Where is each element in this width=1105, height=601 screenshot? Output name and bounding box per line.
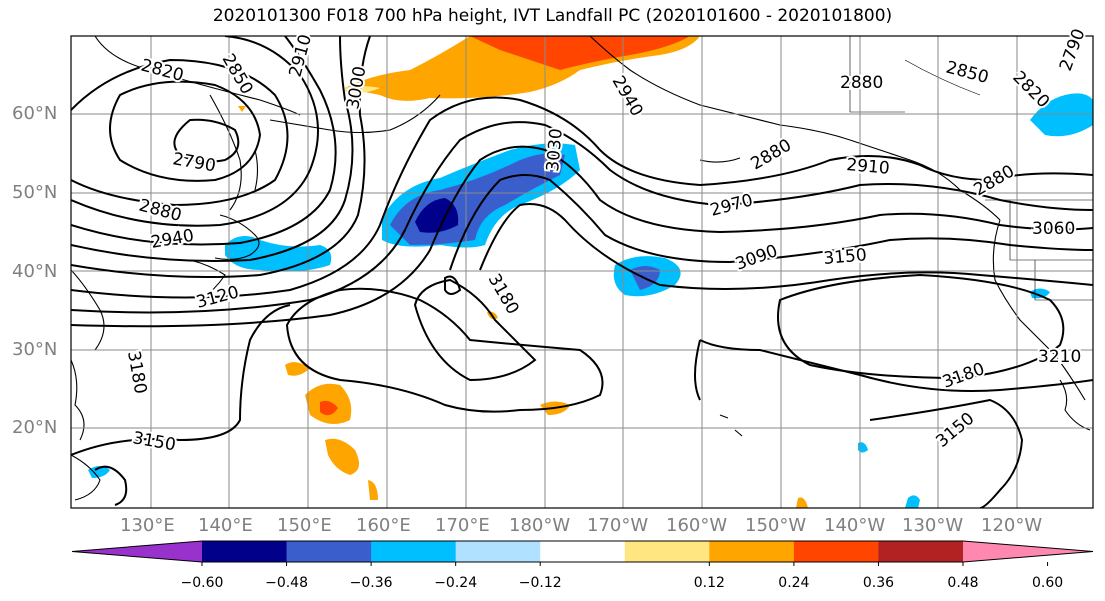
colorbar-segment xyxy=(878,541,964,562)
colorbar-segment xyxy=(540,541,626,562)
coastlines xyxy=(71,36,1091,501)
lon-label: 160°E xyxy=(356,515,411,536)
map-frame xyxy=(70,35,1094,509)
lon-label: 130°E xyxy=(120,515,175,536)
colorbar-extend-min xyxy=(72,541,202,562)
colorbar: −0.60 −0.48 −0.36 −0.24 −0.12 0.12 0.24 0.36 0.4… xyxy=(71,540,1094,591)
colorbar-tick-label: −0.12 xyxy=(519,575,562,591)
lat-label: 50°N xyxy=(12,182,58,203)
colorbar-segment xyxy=(286,541,372,562)
colorbar-tick-label: 0.24 xyxy=(778,575,809,591)
lat-label: 20°N xyxy=(12,417,58,438)
colorbar-segment xyxy=(202,541,288,562)
height-contours xyxy=(71,36,1093,508)
lat-label: 40°N xyxy=(12,261,58,282)
lon-label: 170°W xyxy=(587,515,649,536)
contour-label: 2880 xyxy=(840,73,883,93)
colorbar-tick-label: −0.48 xyxy=(265,575,308,591)
colorbar-tick-label: 0.12 xyxy=(694,575,725,591)
colorbar-tick-label: −0.60 xyxy=(181,575,224,591)
lon-label: 140°W xyxy=(824,515,886,536)
shade-dark-central xyxy=(415,198,459,233)
lat-label: 60°N xyxy=(12,103,58,124)
lon-label: 140°E xyxy=(198,515,253,536)
contour-label: 3210 xyxy=(1038,347,1081,367)
ivt-positive-shading xyxy=(238,36,808,508)
map-panel xyxy=(71,36,1093,508)
colorbar-extend-max xyxy=(963,541,1093,562)
colorbar-tick-label: 0.60 xyxy=(1032,575,1063,591)
colorbar-segment xyxy=(371,541,457,562)
colorbar-tick-label: 0.48 xyxy=(947,575,978,591)
colorbar-tick-label: 0.36 xyxy=(863,575,894,591)
lon-label: 170°E xyxy=(435,515,490,536)
contour-label: 2910 xyxy=(846,155,891,179)
lat-label: 30°N xyxy=(12,339,58,360)
contour-label: 3150 xyxy=(823,245,868,269)
contour-label: 3030 xyxy=(543,128,567,173)
contour-label: 3060 xyxy=(1032,219,1075,239)
lon-label: 130°W xyxy=(902,515,964,536)
lon-label: 180°W xyxy=(509,515,571,536)
colorbar-tick-label: −0.36 xyxy=(350,575,393,591)
colorbar-segment xyxy=(624,541,710,562)
colorbar-segment xyxy=(709,541,795,562)
figure-title: 2020101300 F018 700 hPa height, IVT Land… xyxy=(212,6,893,26)
colorbar-tick-label: −0.24 xyxy=(434,575,477,591)
gridlines xyxy=(71,36,1093,508)
colorbar-segment xyxy=(793,541,879,562)
shade-red-north xyxy=(470,36,690,70)
lon-label: 150°W xyxy=(745,515,807,536)
shade-blue-ne xyxy=(1030,93,1093,137)
colorbar-segment xyxy=(455,541,541,562)
lon-label: 150°E xyxy=(277,515,332,536)
lon-label: 160°W xyxy=(666,515,728,536)
lon-label: 120°W xyxy=(981,515,1043,536)
